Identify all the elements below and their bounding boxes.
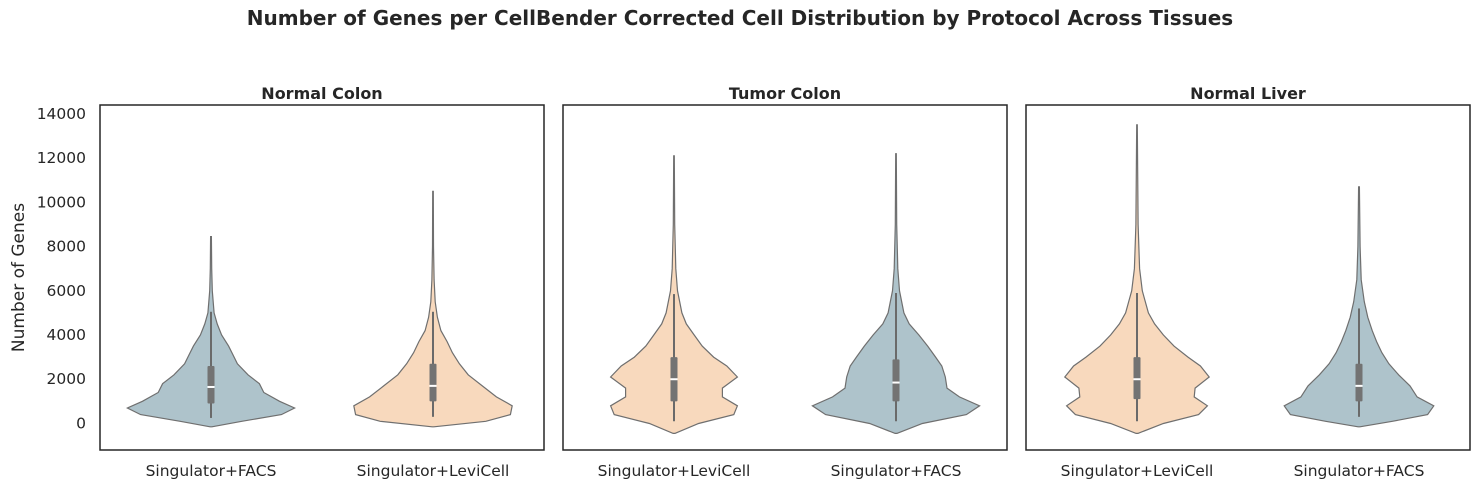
panel-1: Normal Colon 0 2000 4000 6000 8000 10000 12000 1…: [9, 84, 545, 480]
y-tick-label: 14000: [37, 105, 86, 123]
x-tick-label: Singulator+LeviCell: [1061, 462, 1214, 480]
panel-frame: [99, 104, 545, 451]
x-tick-label: Singulator+FACS: [146, 462, 277, 480]
violin-iqr-box: [1133, 357, 1141, 400]
violin-body: [353, 190, 513, 428]
plots-container: Normal Colon 0 2000 4000 6000 8000 10000 12000 1…: [9, 84, 1471, 480]
violin-iqr-box: [429, 363, 437, 402]
panel-title: Normal Colon: [261, 84, 382, 103]
panel-frame: [562, 104, 1008, 451]
x-tick-label: Singulator+FACS: [831, 462, 962, 480]
panel-frame: [1025, 104, 1471, 451]
y-tick-label: 4000: [47, 326, 86, 344]
y-tick-label: 10000: [37, 193, 86, 211]
panel-3: Normal Liver Singulator+LeviCell Singulato…: [1025, 84, 1471, 480]
violin-iqr-box: [1355, 363, 1363, 402]
chart-title: Number of Genes per CellBender Corrected…: [247, 6, 1233, 30]
y-tick-label: 12000: [37, 149, 86, 167]
violin-body: [1063, 124, 1211, 434]
violin-iqr-box: [207, 365, 215, 404]
y-axis-label: Number of Genes: [9, 203, 29, 352]
violin-iqr-box: [892, 359, 900, 402]
y-tick-label: 2000: [47, 370, 86, 388]
violin-body: [1283, 186, 1435, 428]
panel-title: Normal Liver: [1190, 84, 1306, 103]
y-tick-label: 6000: [47, 282, 86, 300]
panel-title: Tumor Colon: [729, 84, 841, 103]
panel-2: Tumor Colon Singulator+LeviCell Singulator…: [562, 84, 1008, 480]
x-tick-label: Singulator+LeviCell: [598, 462, 751, 480]
y-tick-label: 0: [76, 414, 86, 432]
y-tick-label: 8000: [47, 238, 86, 256]
x-tick-label: Singulator+FACS: [1294, 462, 1425, 480]
x-tick-label: Singulator+LeviCell: [357, 462, 510, 480]
